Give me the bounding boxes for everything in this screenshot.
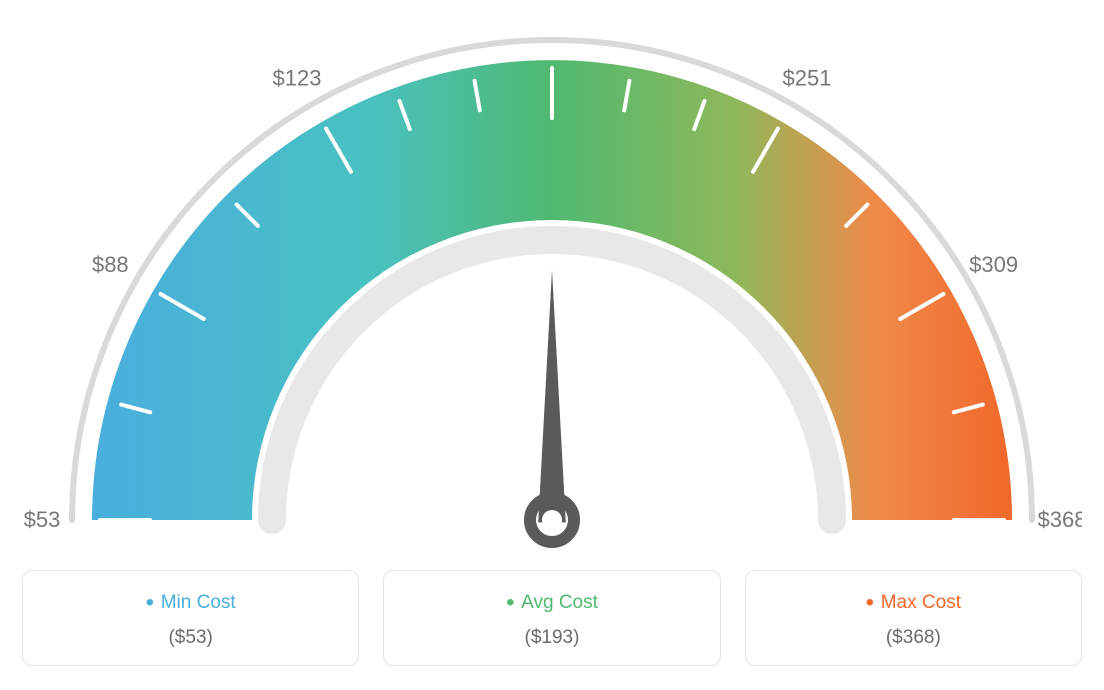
legend-avg-label: Avg Cost <box>394 589 709 617</box>
legend-card-avg: Avg Cost ($193) <box>383 570 720 666</box>
cost-gauge: $53 $88 $123 $193 $251 $309 $368 <box>22 20 1082 560</box>
legend-max-label: Max Cost <box>756 589 1071 617</box>
legend-max-value: ($368) <box>756 627 1071 649</box>
legend-card-min: Min Cost ($53) <box>22 570 359 666</box>
gauge-tick-label: $309 <box>969 252 1018 277</box>
gauge-tick-label: $123 <box>273 65 322 90</box>
gauge-tick-label: $368 <box>1038 507 1082 532</box>
gauge-tick-label: $193 <box>528 20 577 22</box>
gauge-tick-label: $88 <box>92 252 129 277</box>
legend-min-value: ($53) <box>33 627 348 649</box>
legend-min-label: Min Cost <box>33 589 348 617</box>
legend-row: Min Cost ($53) Avg Cost ($193) Max Cost … <box>22 570 1082 666</box>
gauge-tick-label: $251 <box>783 65 832 90</box>
legend-avg-value: ($193) <box>394 627 709 649</box>
gauge-tick-label: $53 <box>24 507 61 532</box>
legend-card-max: Max Cost ($368) <box>745 570 1082 666</box>
